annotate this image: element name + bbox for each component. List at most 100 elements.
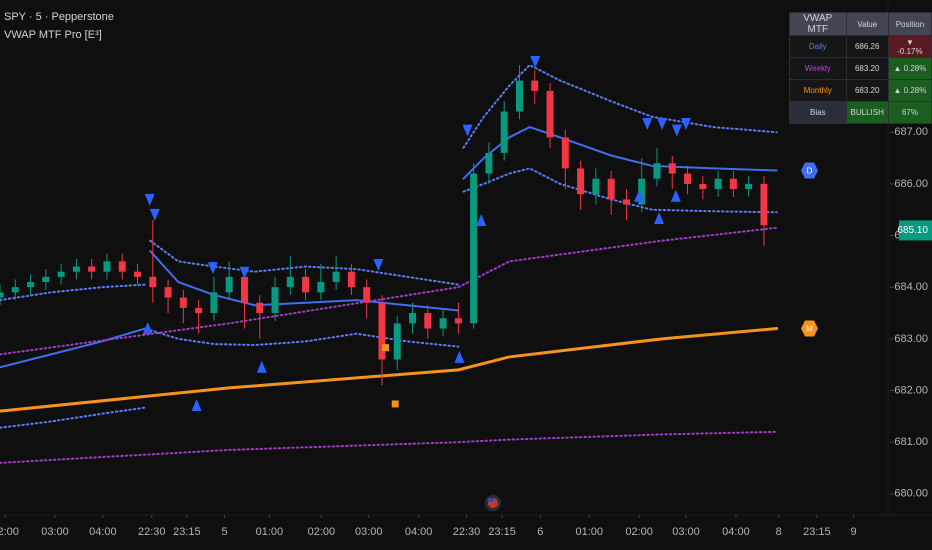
symbol-title: SPY · 5 · Pepperstone (4, 11, 114, 23)
candle-body (134, 271, 142, 277)
x-tick-label: 22:30 (138, 526, 166, 538)
x-tick-label: 22:00 (0, 526, 19, 538)
line-tag-label: M (806, 325, 813, 334)
candle-body (699, 183, 707, 190)
last-price-tag (899, 220, 932, 241)
table-cell: ▲ 0.28% (887, 79, 932, 102)
signal-triangle (239, 266, 250, 279)
x-tick-label: 9 (851, 526, 857, 538)
candle-body (577, 168, 585, 195)
table-row: Weekly 683.20 ▲ 0.28% (789, 57, 932, 80)
line-tag-label: D (807, 167, 813, 176)
signal-triangle (670, 189, 681, 202)
x-tick-label: 6 (537, 526, 543, 538)
vwap-line (0, 430, 778, 464)
vwap-table: VWAP MTF Value Position Daily 686.26 ▼ -0.17%… (789, 12, 932, 124)
candle-body (592, 178, 600, 195)
candle-body (57, 271, 65, 277)
candle-body (684, 173, 692, 184)
signal-triangle (671, 124, 682, 137)
table-cell: 683.20 (845, 79, 889, 102)
table-header-cell: Position (887, 12, 932, 36)
vwap-line (0, 125, 778, 369)
candle-body (424, 313, 432, 329)
vwap-line (0, 226, 778, 356)
candle-body (317, 282, 325, 293)
y-tick-label: 684.00 (894, 281, 928, 293)
signal-triangle (207, 262, 218, 275)
signal-triangle (462, 124, 473, 137)
signal-triangle (142, 322, 153, 335)
candle-body (745, 183, 753, 190)
candle-body (271, 287, 279, 314)
x-tick-label: 02:00 (625, 526, 653, 538)
candle-body (240, 276, 248, 303)
x-tick-label: 23:15 (803, 526, 831, 538)
signal-square (391, 400, 399, 408)
candle-body (607, 178, 615, 200)
candle-body (286, 276, 294, 288)
table-cell: 67% (887, 101, 932, 124)
candle-body (653, 163, 661, 179)
table-cell: 686.26 (845, 35, 889, 58)
y-tick-label: 683.00 (894, 333, 928, 345)
candle-body (164, 287, 172, 298)
candle-body (363, 287, 371, 303)
indicator-title: VWAP MTF Pro [E³] (4, 29, 102, 41)
candle-body (409, 313, 417, 324)
event-flag-canton (488, 498, 493, 502)
signal-triangle (634, 189, 645, 202)
x-tick-label: 02:00 (308, 526, 336, 538)
vwap-line (0, 63, 778, 302)
y-tick-label: 680.00 (894, 488, 928, 500)
signal-triangle (657, 117, 668, 130)
last-price-label: 685.10 (897, 225, 928, 236)
candle-body (72, 266, 80, 272)
table-cell: Weekly (789, 57, 847, 80)
y-tick-label: 686.00 (894, 178, 928, 190)
x-tick-label: 04:00 (722, 526, 750, 538)
x-tick-label: 23:15 (488, 526, 516, 538)
table-cell: BULLISH (845, 101, 889, 124)
x-tick-label: 03:00 (355, 526, 383, 538)
signal-triangle (642, 117, 653, 130)
x-tick-label: 22:30 (453, 526, 481, 538)
candle-body (347, 271, 355, 288)
candle-body (760, 183, 768, 226)
candle-body (332, 271, 340, 283)
signal-square (382, 344, 390, 352)
signal-triangle (476, 214, 487, 227)
candle-body (256, 302, 264, 314)
candle-body (622, 199, 630, 205)
y-tick-label: 681.00 (894, 436, 928, 448)
table-row: Bias BULLISH 67% (789, 101, 932, 124)
x-tick-label: 04:00 (405, 526, 433, 538)
table-header-cell: VWAP MTF (789, 12, 847, 36)
candle-body (11, 287, 19, 293)
plot (0, 55, 779, 464)
vwap-line (0, 327, 779, 413)
signal-triangle (373, 258, 384, 271)
candle-body (515, 80, 523, 112)
candle-body (42, 276, 50, 283)
line-tag (801, 320, 818, 337)
candle-body (149, 276, 157, 288)
table-row: Daily 686.26 ▼ -0.17% (789, 35, 932, 58)
candle-body (393, 323, 401, 360)
x-tick-label: 5 (222, 526, 228, 538)
table-row: Monthly 683.20 ▲ 0.28% (789, 79, 932, 102)
candle-body (500, 111, 508, 153)
table-cell: Daily (789, 35, 847, 58)
candle-body (0, 292, 4, 298)
candle-body (454, 318, 462, 324)
candle-body (179, 297, 187, 308)
candle-body (531, 80, 539, 91)
signal-triangle (149, 208, 160, 221)
table-cell: 683.20 (845, 57, 889, 80)
signal-triangle (654, 211, 665, 224)
line-tag (801, 162, 818, 179)
table-header-row: VWAP MTF Value Position (789, 12, 932, 36)
candle-body (439, 318, 447, 329)
